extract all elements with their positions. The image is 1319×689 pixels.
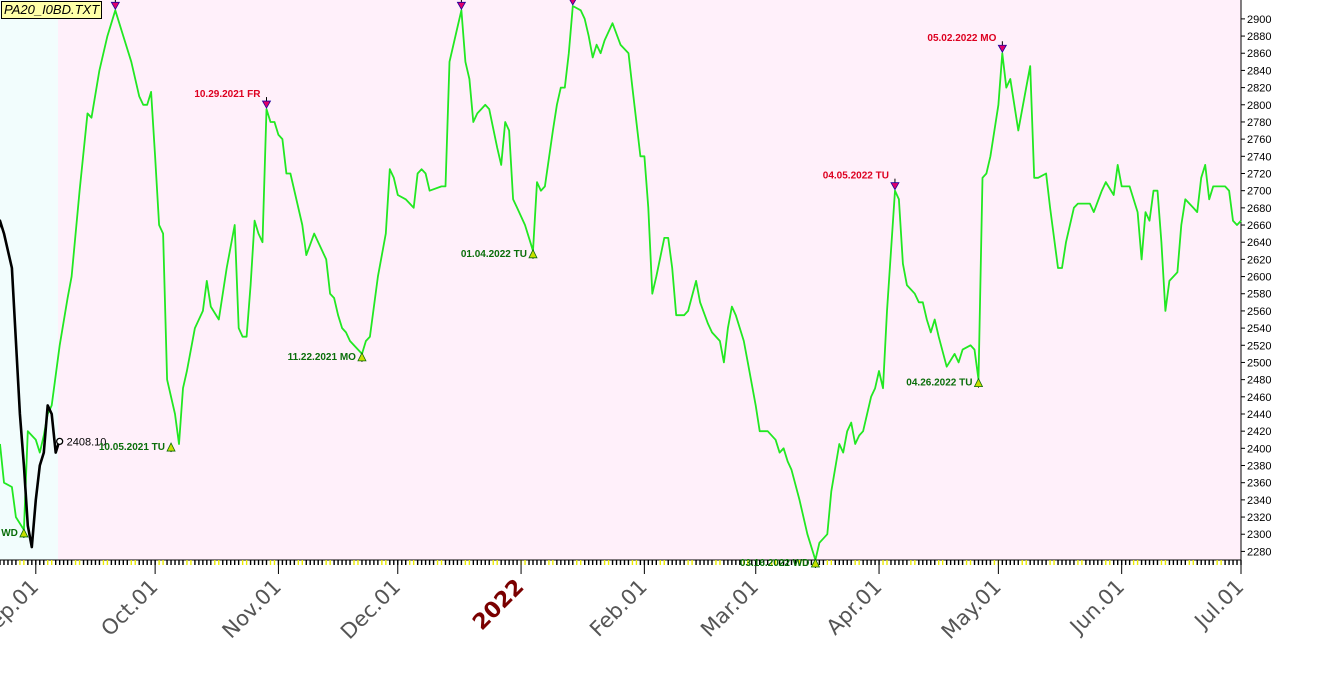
x-month-label: Nov.01 (218, 575, 286, 643)
x-month-label: Apr.01 (822, 575, 887, 640)
x-axis: Sep.01 Oct.01 Nov.01 Dec.01 Feb.01 Mar.01 Apr.… (0, 559, 1249, 644)
trough-label: 03.16.2022 WD (740, 558, 810, 569)
y-tick-label: 2560 (1247, 306, 1271, 318)
y-tick-label: 2600 (1247, 272, 1271, 284)
x-month-label: Sep.01 (0, 575, 43, 644)
peak-marker-arrow (261, 100, 272, 109)
y-tick-label: 2780 (1247, 117, 1271, 129)
y-tick-label: 2540 (1247, 323, 1271, 335)
trough-label: WD (1, 528, 18, 539)
y-tick-label: 2740 (1247, 151, 1271, 163)
y-tick-label: 2620 (1247, 254, 1271, 266)
plot-area-background (58, 0, 1241, 560)
y-tick-label: 2700 (1247, 186, 1271, 198)
y-tick-label: 2360 (1247, 478, 1271, 490)
y-tick-label: 2760 (1247, 134, 1271, 146)
peak-marker-arrow (569, 0, 577, 6)
y-tick-label: 2460 (1247, 392, 1271, 404)
y-tick-label: 2880 (1247, 31, 1271, 43)
peak-label: 12.17.2021 FR (389, 0, 456, 1)
y-tick-label: 2840 (1247, 65, 1271, 77)
green-series-line (0, 5, 1242, 561)
peak-label: 09.21.2021 TU (43, 0, 109, 1)
peak-label: 05.02.2022 MO (927, 33, 996, 44)
annotation-layer: 09.21.2021 TU 10.29.2021 FR 12.17.2021 FR 0… (1, 0, 1008, 569)
trough-label: 04.26.2022 TU (906, 378, 972, 389)
peak-marker-arrow (110, 1, 121, 11)
peak-marker-arrow (890, 182, 900, 191)
x-month-label: Jul.01 (1189, 575, 1249, 635)
trough-marker-arrow (166, 442, 176, 452)
trough-marker-arrow (810, 558, 821, 568)
y-tick-label: 2280 (1247, 546, 1271, 558)
y-tick-label: 2340 (1247, 495, 1271, 507)
y-tick-label: 2680 (1247, 203, 1271, 215)
y-tick-label: 2720 (1247, 168, 1271, 180)
trough-marker-arrow (19, 528, 29, 538)
y-tick-label: 2520 (1247, 340, 1271, 352)
trough-marker-arrow (357, 351, 367, 362)
y-tick-label: 2320 (1247, 512, 1271, 524)
y-tick-label: 2820 (1247, 83, 1271, 95)
y-tick-label: 2900 (1247, 14, 1271, 26)
x-month-label: May.01 (937, 575, 1006, 644)
peak-marker-arrow (997, 44, 1008, 54)
trough-marker-arrow (973, 377, 984, 388)
left-panel-background (0, 0, 58, 560)
y-tick-label: 2440 (1247, 409, 1271, 421)
trough-marker-arrow (528, 248, 538, 259)
y-tick-label: 2800 (1247, 100, 1271, 112)
x-year-label: 2022 (468, 575, 529, 636)
black-series-line (0, 219, 61, 549)
y-tick-label: 2300 (1247, 529, 1271, 541)
peak-label: 10.29.2021 FR (194, 89, 261, 100)
last-value-label: 2408.10 (67, 436, 107, 448)
series-layer: 2408.10 (0, 5, 1242, 561)
last-value-marker (56, 437, 64, 446)
trough-label: 01.04.2022 TU (461, 249, 527, 260)
y-tick-label: 2380 (1247, 461, 1271, 473)
y-tick-label: 2580 (1247, 289, 1271, 301)
chart-title: PA20_I0BD.TXT (1, 1, 103, 19)
trough-label: 10.05.2021 TU (99, 442, 165, 453)
x-month-label: Oct.01 (96, 575, 162, 641)
y-axis: 2280 2300 2320 2340 2360 2380 2400 2420 2440 2460… (1240, 0, 1271, 560)
y-tick-label: 2480 (1247, 375, 1271, 387)
peak-marker-arrow (456, 1, 467, 11)
y-tick-label: 2640 (1247, 237, 1271, 249)
peak-label: 04.05.2022 TU (823, 171, 889, 182)
y-tick-label: 2860 (1247, 48, 1271, 60)
y-tick-label: 2400 (1247, 443, 1271, 455)
x-month-label: Mar.01 (696, 575, 763, 642)
x-month-label: Dec.01 (336, 575, 405, 644)
y-tick-label: 2660 (1247, 220, 1271, 232)
y-tick-label: 2500 (1247, 357, 1271, 369)
y-tick-label: 2420 (1247, 426, 1271, 438)
x-month-label: Jun.01 (1064, 575, 1129, 640)
trough-label: 11.22.2021 MO (288, 352, 357, 363)
x-month-label: Feb.01 (585, 575, 652, 642)
